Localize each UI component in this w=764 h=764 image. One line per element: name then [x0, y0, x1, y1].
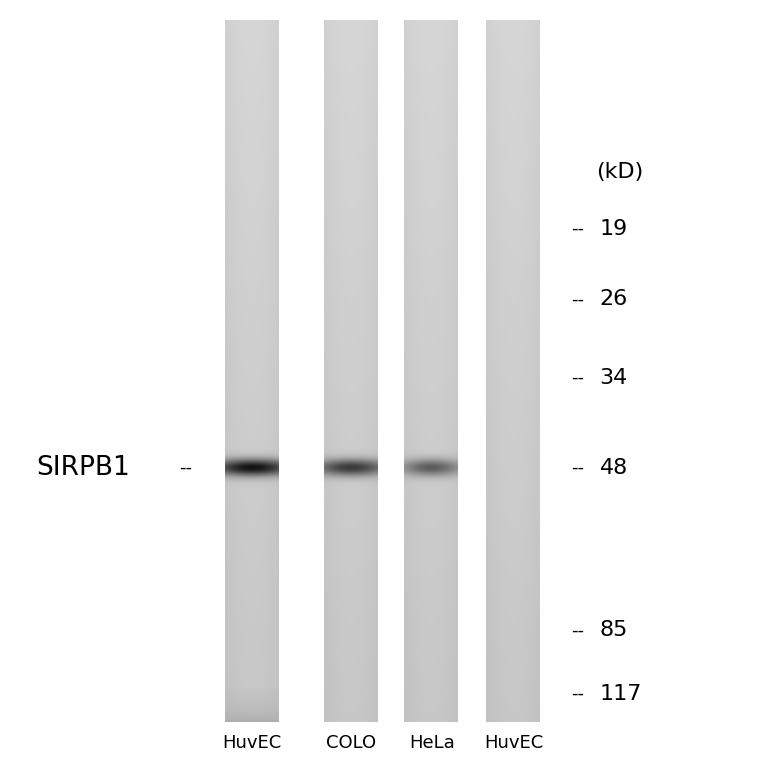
Text: --: --: [571, 458, 584, 477]
Text: 48: 48: [600, 458, 628, 478]
Text: --: --: [571, 369, 584, 387]
Text: --: --: [180, 458, 193, 477]
Text: HeLa: HeLa: [409, 733, 455, 752]
Text: --: --: [571, 220, 584, 238]
Text: --: --: [571, 685, 584, 703]
Text: 19: 19: [600, 219, 628, 239]
Text: HuvEC: HuvEC: [484, 733, 543, 752]
Text: 85: 85: [600, 620, 628, 640]
Text: 26: 26: [600, 290, 628, 309]
Text: --: --: [571, 621, 584, 639]
Text: COLO: COLO: [326, 733, 377, 752]
Text: 117: 117: [600, 684, 642, 704]
Text: (kD): (kD): [596, 162, 643, 182]
Text: --: --: [571, 290, 584, 309]
Text: HuvEC: HuvEC: [222, 733, 282, 752]
Text: 34: 34: [600, 368, 628, 388]
Text: SIRPB1: SIRPB1: [37, 455, 131, 481]
